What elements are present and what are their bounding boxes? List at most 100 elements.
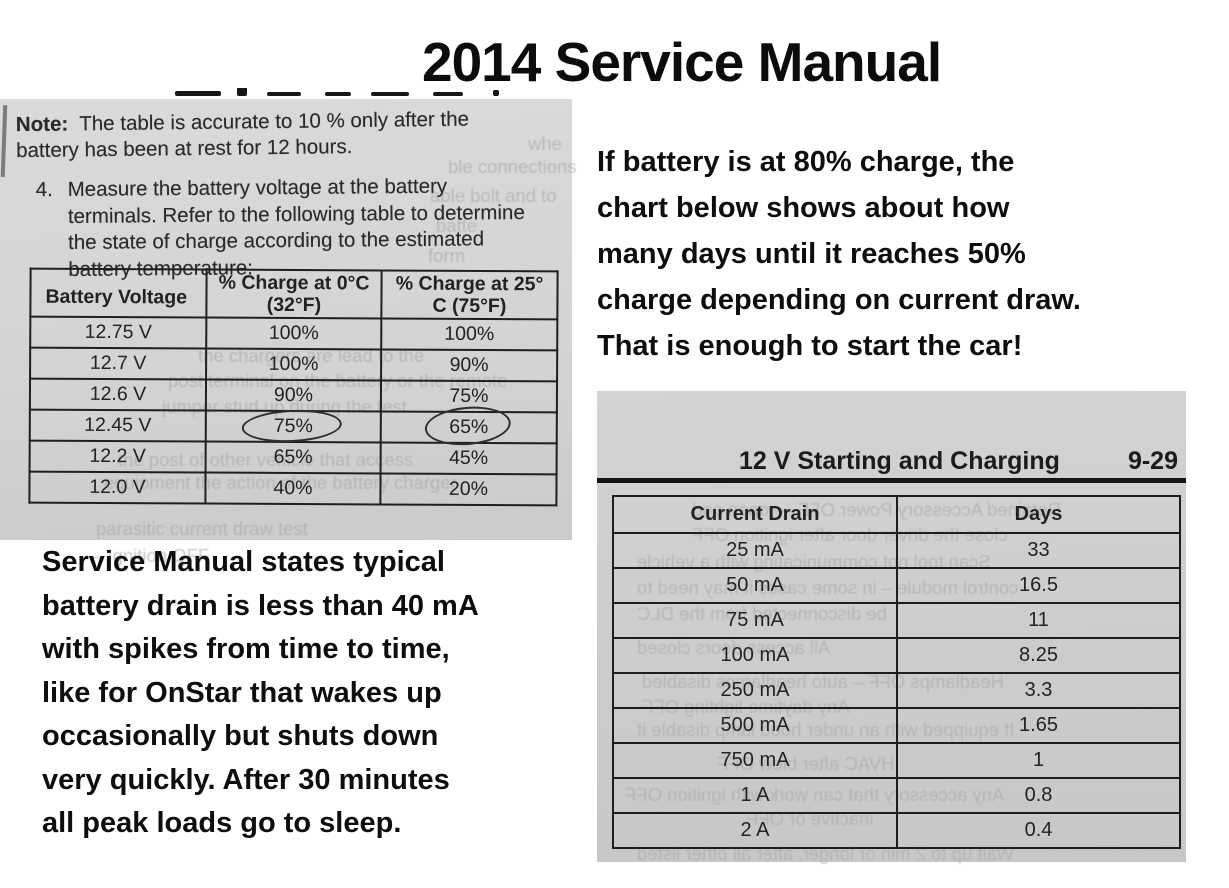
- annotation-line: with spikes from time to time,: [42, 633, 450, 665]
- table-row: 750 mA 1: [612, 742, 1181, 779]
- bleedthrough-text: parasitic current draw test: [96, 518, 308, 539]
- annotation-line: chart below shows about how: [597, 192, 1010, 224]
- table-row: 50 mA 16.5: [612, 567, 1181, 604]
- annotation-battery-drain: Service Manual states typical battery dr…: [42, 546, 479, 851]
- column-header-charge-25c: % Charge at 25° C (75°F): [381, 270, 558, 320]
- cell-days: 33: [896, 532, 1181, 569]
- bleedthrough-text: – Ignition OFF: [92, 545, 210, 566]
- annotation-line: Service Manual states typical: [42, 546, 445, 578]
- cell-days: 11: [896, 602, 1181, 639]
- header-line: % Charge at 0°C: [218, 271, 370, 295]
- cell-voltage: 12.7 V: [30, 347, 207, 380]
- table-row: 25 mA 33: [612, 532, 1181, 569]
- table-row: 12.2 V 65% 45%: [29, 440, 557, 475]
- table-row: 12.6 V 90% 75%: [29, 378, 558, 413]
- cell-current-drain: 75 mA: [612, 602, 898, 639]
- annotation-line: charge depending on current draw.: [597, 284, 1081, 316]
- annotation-line: occasionally but shuts down: [42, 720, 439, 752]
- bleedthrough-text: ble connections: [448, 156, 577, 177]
- step-text-line: the state of charge according to the est…: [68, 227, 485, 254]
- annotation-80-percent-charge: If battery is at 80% charge, the chart b…: [597, 146, 1081, 376]
- table-row: 75 mA 11: [612, 602, 1181, 639]
- cell-charge-25c: 20%: [380, 473, 557, 506]
- table-row: 12.75 V 100% 100%: [30, 316, 558, 351]
- cell-charge-0c: 40%: [205, 472, 381, 505]
- bleedthrough-text: jumper stud up during the test: [162, 396, 407, 417]
- cell-charge-0c: 75%: [205, 407, 381, 445]
- cell-voltage: 12.2 V: [29, 440, 206, 473]
- cell-charge-25c: 90%: [381, 349, 558, 382]
- table-row: 500 mA 1.65: [612, 707, 1181, 744]
- cell-current-drain: 25 mA: [612, 532, 898, 569]
- cell-voltage: 12.75 V: [30, 316, 207, 349]
- table-row: 2 A 0.4: [612, 812, 1181, 849]
- cell-voltage: 12.0 V: [29, 471, 206, 504]
- cell-current-drain: 1 A: [612, 777, 898, 814]
- bleedthrough-text: post terminal on the battery or the remo…: [168, 370, 508, 391]
- scan-edge-mark: [0, 104, 8, 178]
- cutoff-line-fragment: [175, 88, 575, 99]
- bleedthrough-text: able bolt and to: [430, 185, 557, 206]
- column-header-battery-voltage: Battery Voltage: [30, 268, 207, 318]
- table-row: 1 A 0.8: [612, 777, 1181, 814]
- cell-charge-0c: 100%: [206, 348, 382, 381]
- note-text-line1: The table is accurate to 10 % only after…: [79, 107, 470, 136]
- header-rule: [597, 478, 1186, 483]
- annotation-line: all peak loads go to sleep.: [42, 807, 402, 839]
- annotation-line: very quickly. After 30 minutes: [42, 763, 450, 796]
- bleedthrough-text: batte: [436, 215, 478, 236]
- cell-charge-0c: 65%: [205, 441, 381, 474]
- section-header: 12 V Starting and Charging: [739, 447, 1060, 475]
- bleedthrough-text: the chargers are lead to the: [198, 345, 425, 366]
- cell-charge-0c: 90%: [205, 379, 382, 412]
- page-title: 2014 Service Manual: [422, 31, 942, 93]
- cell-days: 1.65: [896, 707, 1181, 744]
- current-drain-table: Current Drain Days 25 mA 33 50 mA 16.5 7…: [612, 495, 1181, 849]
- page-number: 9-29: [1127, 447, 1178, 475]
- bleedthrough-text: equipment the action of the battery char…: [104, 472, 457, 493]
- annotation-line: like for OnStar that wakes up: [42, 676, 442, 709]
- table-row: 100 mA 8.25: [612, 637, 1181, 674]
- step-number: 4.: [35, 178, 53, 202]
- cell-current-drain: 250 mA: [612, 672, 898, 709]
- cell-days: 8.25: [896, 637, 1181, 674]
- bleedthrough-text: the post of other vehicle that access: [118, 449, 414, 470]
- table-row: 12.7 V 100% 90%: [30, 347, 558, 382]
- annotation-line: many days until it reaches 50%: [597, 238, 1026, 270]
- header-line: C (75°F): [432, 294, 507, 318]
- annotation-line: If battery is at 80% charge, the: [597, 146, 1015, 178]
- annotation-line: battery drain is less than 40 mA: [42, 589, 479, 622]
- bleedthrough-text: whe: [528, 133, 562, 154]
- cell-current-drain: 750 mA: [612, 742, 898, 779]
- circled-value-65: 65%: [449, 415, 489, 439]
- table-row: 250 mA 3.3: [612, 672, 1181, 709]
- cell-charge-25c: 65%: [380, 403, 557, 449]
- cell-current-drain: 50 mA: [612, 567, 898, 604]
- bleedthrough-text: form: [428, 245, 465, 266]
- header-line: (32°F): [266, 293, 322, 317]
- cell-days: 3.3: [896, 672, 1181, 709]
- cell-charge-25c: 100%: [381, 318, 558, 351]
- note-paragraph: Note: The table is accurate to 10 % only…: [16, 106, 537, 164]
- table-row: 12.0 V 40% 20%: [29, 471, 557, 506]
- cell-days: 0.8: [896, 777, 1181, 814]
- cell-current-drain: 500 mA: [612, 707, 898, 744]
- circled-value-75: 75%: [273, 414, 313, 438]
- annotation-line: That is enough to start the car!: [597, 330, 1023, 362]
- column-header-charge-0c: % Charge at 0°C (32°F): [206, 269, 382, 319]
- cell-current-drain: 100 mA: [612, 637, 898, 674]
- cell-voltage: 12.6 V: [29, 378, 207, 411]
- cell-days: 1: [896, 742, 1181, 779]
- table-row-circled: 12.45 V 75% 65%: [29, 403, 557, 449]
- right-scan-region: Retained Accessory Power OFF — open and …: [597, 391, 1186, 864]
- cell-days: 16.5: [896, 567, 1181, 604]
- cell-days: 0.4: [896, 812, 1181, 849]
- cell-charge-25c: 75%: [380, 380, 558, 413]
- battery-voltage-table: Battery Voltage % Charge at 0°C (32°F) %…: [28, 268, 558, 507]
- left-scan-region: whe ble connections able bolt and to bat…: [0, 99, 577, 566]
- note-label: Note:: [15, 112, 69, 137]
- cell-current-drain: 2 A: [612, 812, 898, 849]
- cell-charge-0c: 100%: [206, 317, 382, 350]
- cell-voltage: 12.45 V: [29, 409, 206, 442]
